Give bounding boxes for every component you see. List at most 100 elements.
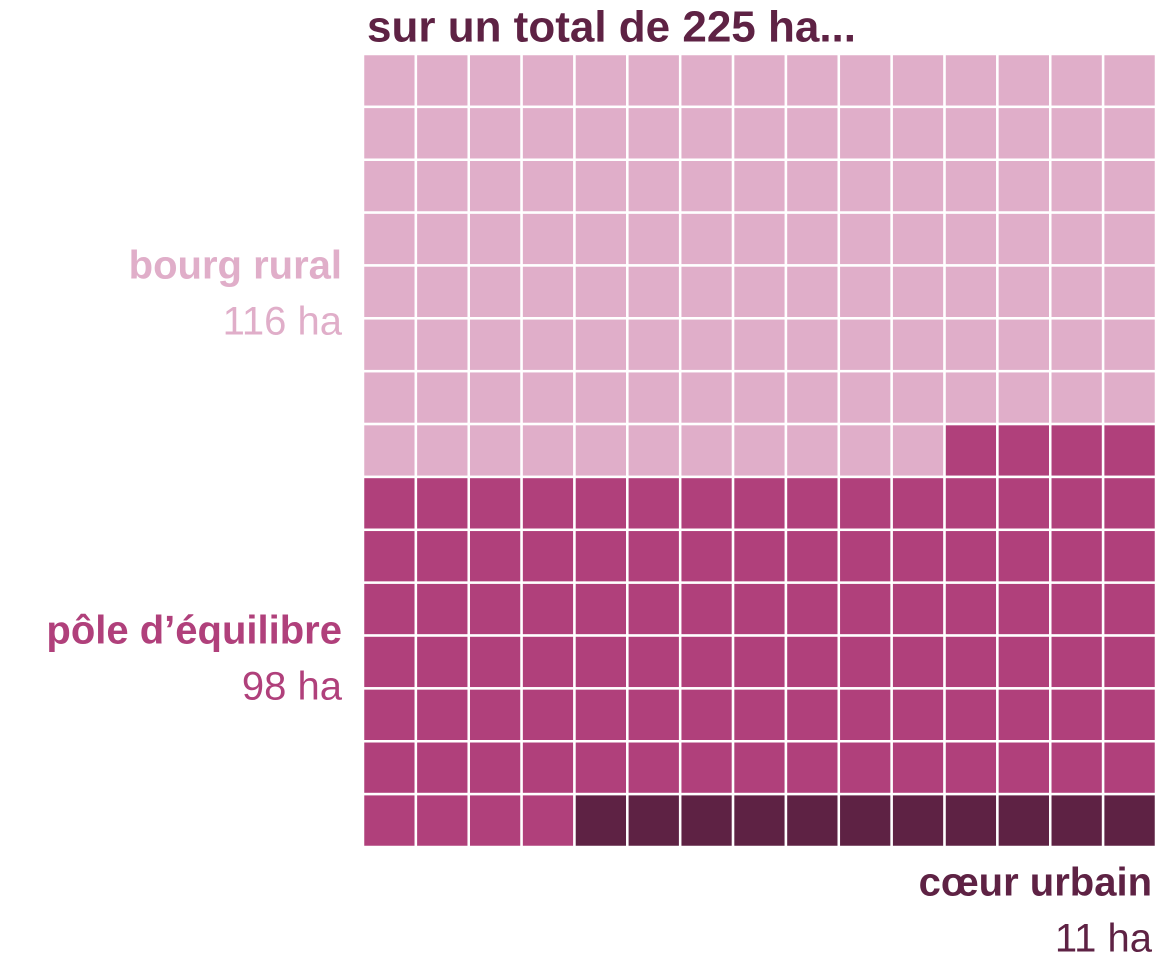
waffle-cell — [626, 158, 682, 214]
waffle-cell — [996, 475, 1052, 532]
waffle-cell — [414, 264, 470, 320]
waffle-cell — [1101, 792, 1158, 849]
waffle-cell — [626, 740, 682, 796]
waffle-cell — [943, 792, 999, 849]
waffle-cell — [414, 52, 470, 109]
waffle-cell — [1049, 687, 1105, 743]
waffle-cell — [890, 264, 946, 320]
chart-title: sur un total de 225 ha... — [367, 3, 856, 52]
waffle-cell — [731, 687, 788, 743]
waffle-cell — [996, 581, 1052, 637]
waffle-cell — [520, 264, 576, 320]
waffle-cell — [1101, 528, 1158, 584]
waffle-cell — [573, 687, 629, 743]
waffle-cell — [943, 740, 999, 796]
waffle-cell — [890, 52, 946, 109]
waffle-cell — [996, 528, 1052, 584]
waffle-cell — [414, 211, 470, 267]
series-name: cœur urbain — [919, 861, 1152, 905]
waffle-cell — [678, 105, 735, 161]
waffle-cell — [520, 105, 576, 161]
waffle-cell — [890, 422, 946, 479]
waffle-cell — [890, 581, 946, 637]
waffle-cell — [731, 581, 788, 637]
waffle-cell — [573, 422, 629, 479]
waffle-cell — [467, 528, 523, 584]
waffle-cell — [1049, 740, 1105, 796]
waffle-cell — [414, 581, 470, 637]
waffle-cell — [1049, 528, 1105, 584]
waffle-cell — [731, 211, 788, 267]
waffle-cell — [361, 528, 418, 584]
waffle-cell — [678, 211, 735, 267]
waffle-cell — [414, 687, 470, 743]
waffle-cell — [943, 317, 999, 373]
waffle-cell — [678, 792, 735, 849]
waffle-cell — [996, 264, 1052, 320]
waffle-cell — [467, 369, 523, 426]
waffle-cell — [361, 740, 418, 796]
waffle-cell — [678, 422, 735, 479]
waffle-cell — [890, 211, 946, 267]
waffle-cell — [678, 581, 735, 637]
waffle-cell — [1049, 211, 1105, 267]
waffle-cell — [678, 528, 735, 584]
waffle-cell — [1049, 369, 1105, 426]
waffle-cell — [996, 211, 1052, 267]
waffle-cell — [731, 634, 788, 690]
waffle-cell — [467, 475, 523, 532]
waffle-cell — [890, 158, 946, 214]
waffle-cell — [784, 52, 841, 109]
waffle-cell — [361, 369, 418, 426]
waffle-cell — [837, 211, 893, 267]
waffle-cell — [996, 422, 1052, 479]
waffle-cell — [467, 687, 523, 743]
waffle-cell — [784, 634, 841, 690]
waffle-cell — [626, 687, 682, 743]
waffle-cell — [678, 740, 735, 796]
waffle-cell — [890, 317, 946, 373]
waffle-cell — [467, 740, 523, 796]
waffle-cell — [784, 792, 841, 849]
waffle-cell — [943, 264, 999, 320]
waffle-cell — [731, 158, 788, 214]
waffle-cell — [626, 52, 682, 109]
waffle-cell — [1049, 52, 1105, 109]
waffle-cell — [361, 634, 418, 690]
waffle-cell — [361, 687, 418, 743]
waffle-cell — [784, 422, 841, 479]
waffle-cell — [1101, 264, 1158, 320]
waffle-cell — [996, 369, 1052, 426]
waffle-cell — [1101, 158, 1158, 214]
waffle-cell — [784, 475, 841, 532]
waffle-cell — [361, 264, 418, 320]
waffle-cell — [731, 475, 788, 532]
waffle-cell — [784, 158, 841, 214]
waffle-cell — [1101, 475, 1158, 532]
waffle-cell — [520, 792, 576, 849]
waffle-cell — [414, 422, 470, 479]
waffle-cell — [784, 687, 841, 743]
waffle-cell — [520, 52, 576, 109]
waffle-cell — [890, 475, 946, 532]
waffle-cell — [996, 634, 1052, 690]
waffle-cell — [573, 105, 629, 161]
waffle-cell — [520, 369, 576, 426]
waffle-cell — [837, 792, 893, 849]
waffle-cell — [678, 264, 735, 320]
waffle-cell — [890, 369, 946, 426]
waffle-cell — [1049, 264, 1105, 320]
waffle-cell — [837, 264, 893, 320]
waffle-cell — [678, 634, 735, 690]
waffle-cell — [678, 687, 735, 743]
waffle-cell — [731, 52, 788, 109]
waffle-cell — [467, 422, 523, 479]
waffle-cell — [414, 475, 470, 532]
value-label: 11 ha — [1055, 917, 1153, 958]
waffle-cell — [784, 264, 841, 320]
waffle-cell — [837, 422, 893, 479]
waffle-cell — [626, 264, 682, 320]
waffle-cell — [414, 634, 470, 690]
waffle-cell — [573, 264, 629, 320]
waffle-cell — [1101, 634, 1158, 690]
